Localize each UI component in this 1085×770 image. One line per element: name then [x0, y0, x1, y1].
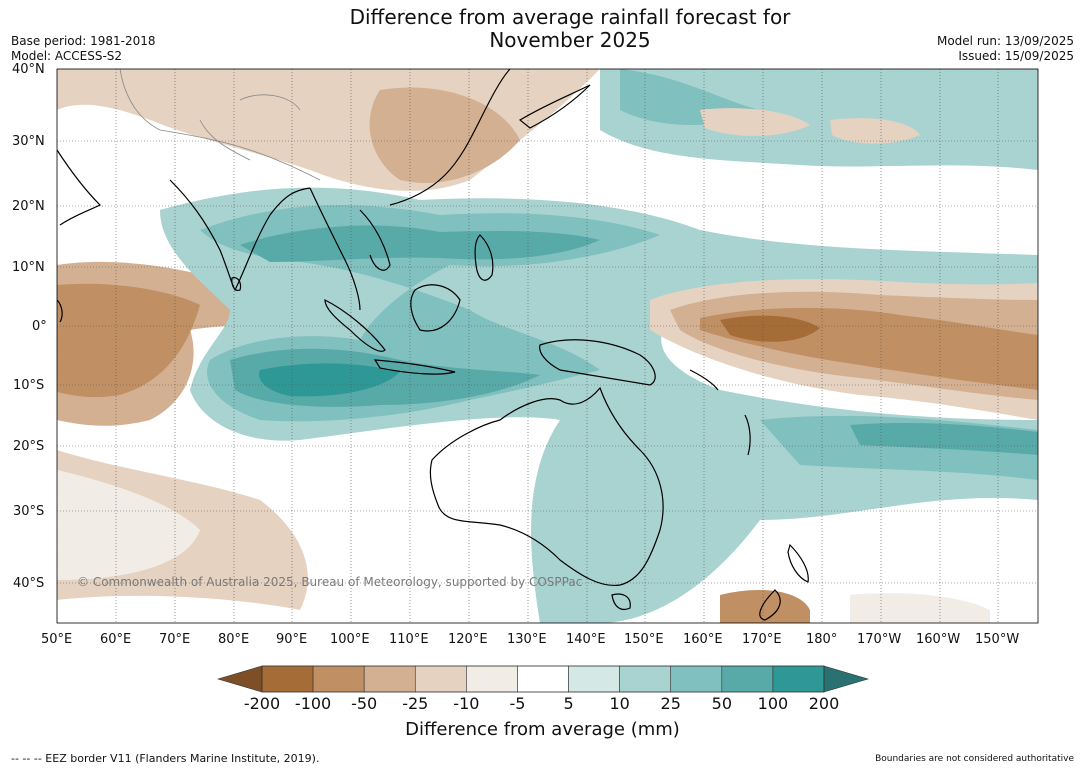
- lon-label: 80°E: [218, 632, 250, 647]
- lat-label: 30°S: [13, 504, 45, 519]
- lon-label: 160°E: [683, 632, 723, 647]
- colorbar: [216, 665, 870, 693]
- lon-label: 160°W: [916, 632, 961, 647]
- map-frame: [56, 68, 1039, 624]
- lon-label: 170°E: [742, 632, 782, 647]
- java-coast: [373, 359, 456, 375]
- title-line2: November 2025: [489, 28, 651, 52]
- solomon-coast: [689, 369, 751, 456]
- gridlines: [57, 69, 1038, 623]
- colorbar-tick-label: 25: [660, 694, 681, 713]
- country-borders: [119, 69, 321, 181]
- coastlines: [57, 69, 809, 621]
- colorbar-box: [466, 665, 518, 693]
- philippines-coast: [474, 234, 494, 281]
- colorbar-tick-label: -100: [294, 694, 332, 713]
- lat-label: 40°S: [13, 576, 45, 591]
- colorbar-box: [312, 665, 365, 693]
- lon-label: 150°W: [975, 632, 1020, 647]
- colorbar-arrow-low: [216, 665, 263, 693]
- lon-label: 140°E: [566, 632, 606, 647]
- japan-coast: [518, 84, 591, 129]
- tasmania-coast: [611, 593, 631, 611]
- lon-label: 50°E: [41, 632, 73, 647]
- colorbar-tick-label: -25: [402, 694, 429, 713]
- se-asia-coast: [309, 187, 391, 311]
- colorbar-box: [517, 665, 569, 693]
- colorbar-tick-label: -200: [243, 694, 281, 713]
- lat-label: 0°: [32, 319, 47, 334]
- base-period: Base period: 1981-2018: [11, 34, 156, 48]
- rainfall-anomaly-shading: [57, 69, 1038, 623]
- colorbar-tick-label: 200: [808, 694, 840, 713]
- colorbar-box: [670, 665, 723, 693]
- colorbar-box: [619, 665, 672, 693]
- new-guinea-coast: [539, 339, 656, 386]
- lat-label: 20°S: [13, 439, 45, 454]
- lat-label: 10°S: [13, 378, 45, 393]
- lon-label: 110°E: [389, 632, 429, 647]
- issued-date: Issued: 15/09/2025: [958, 49, 1074, 63]
- australia-coast: [429, 386, 664, 587]
- east-asia-coast: [389, 69, 511, 206]
- lon-label: 150°E: [624, 632, 664, 647]
- lon-label: 170°W: [857, 632, 902, 647]
- boundaries-note: Boundaries are not considered authoritat…: [875, 754, 1074, 764]
- lon-label: 90°E: [276, 632, 308, 647]
- lon-label: 130°E: [507, 632, 547, 647]
- borneo-coast: [410, 284, 461, 332]
- lon-label: 60°E: [100, 632, 132, 647]
- lat-label: 40°N: [12, 62, 45, 77]
- lon-label: 100°E: [330, 632, 370, 647]
- colorbar-tick-label: 5: [563, 694, 574, 713]
- model-name: Model: ACCESS-S2: [11, 49, 123, 63]
- colorbar-tick-label: 10: [609, 694, 630, 713]
- model-run: Model run: 13/09/2025: [936, 34, 1074, 48]
- colorbar-box: [721, 665, 774, 693]
- colorbar-box: [363, 665, 416, 693]
- lon-label: 120°E: [448, 632, 488, 647]
- sumatra-coast: [324, 299, 386, 352]
- lat-label: 30°N: [12, 134, 45, 149]
- lat-label: 20°N: [12, 199, 45, 214]
- new-zealand-coast: [759, 543, 809, 621]
- colorbar-tick-label: 100: [757, 694, 789, 713]
- colorbar-tick-label: -10: [453, 694, 480, 713]
- colorbar-box: [414, 665, 467, 693]
- lon-label: 180°: [806, 632, 838, 647]
- colorbar-tick-label: 50: [711, 694, 732, 713]
- colorbar-title: Difference from average (mm): [405, 719, 680, 740]
- lat-label: 10°N: [12, 260, 45, 275]
- colorbar-tick-label: -5: [509, 694, 526, 713]
- wet-region-maritime: [160, 187, 1038, 623]
- copyright-notice: © Commonwealth of Australia 2025, Bureau…: [77, 575, 583, 589]
- title-line1: Difference from average rainfall forecas…: [349, 5, 791, 29]
- colorbar-boxes: [261, 665, 825, 693]
- lon-label: 70°E: [159, 632, 191, 647]
- colorbar-arrow-high: [823, 665, 870, 693]
- arabia-coast: [57, 149, 102, 323]
- colorbar-box: [261, 665, 314, 693]
- colorbar-box: [568, 665, 620, 693]
- colorbar-tick-label: -50: [351, 694, 378, 713]
- eez-note: -- -- -- EEZ border V11 (Flanders Marine…: [11, 752, 320, 765]
- srilanka-coast: [231, 277, 242, 291]
- colorbar-box: [772, 665, 825, 693]
